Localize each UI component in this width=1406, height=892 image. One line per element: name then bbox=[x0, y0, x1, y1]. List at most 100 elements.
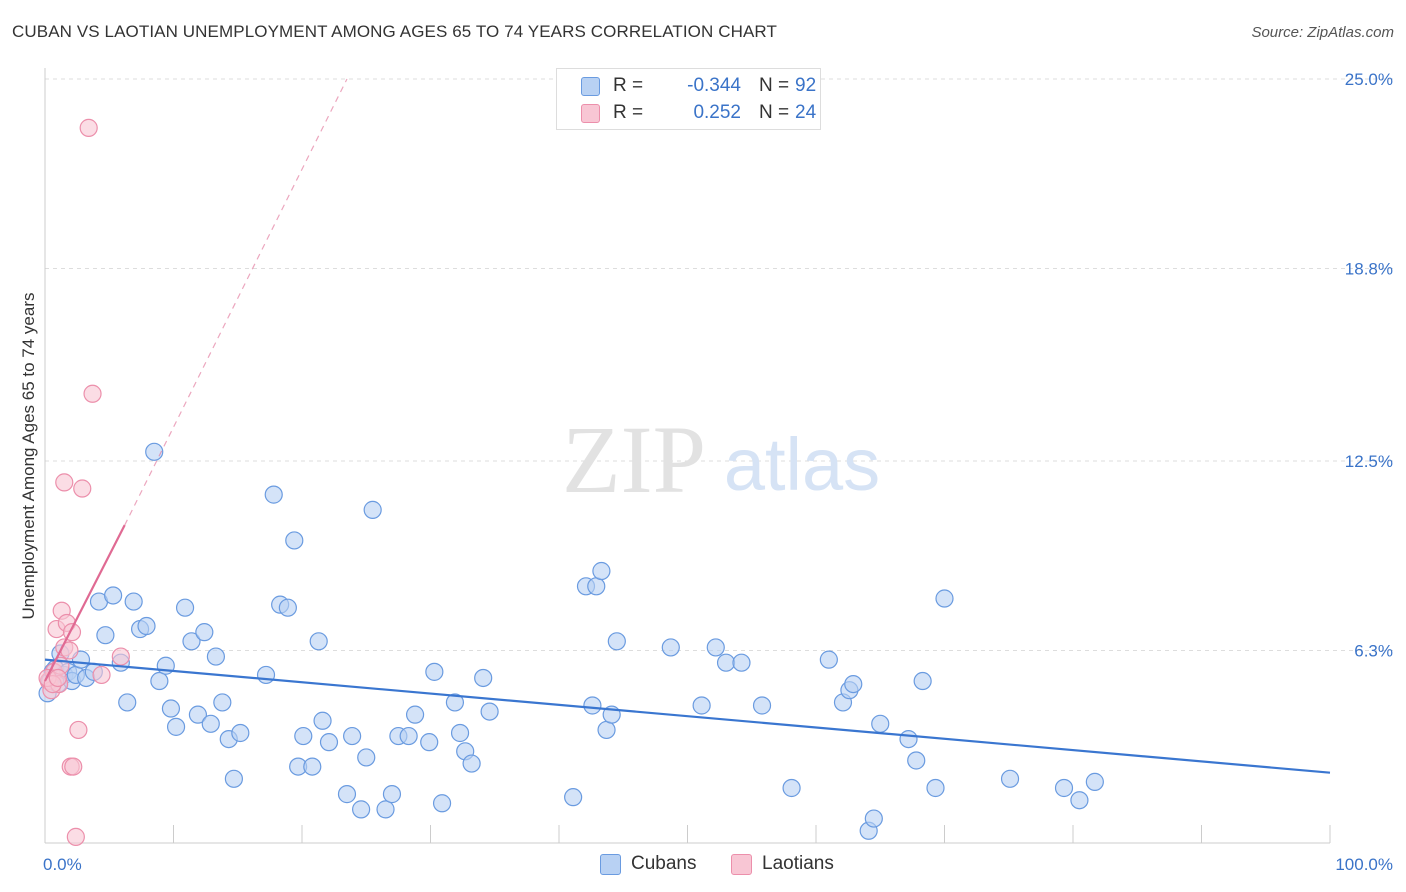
cubans-point-94 bbox=[1054, 778, 1074, 798]
cubans-point-27 bbox=[182, 632, 201, 651]
cubans-point-61 bbox=[450, 723, 470, 743]
cubans-point-59 bbox=[432, 794, 452, 813]
cubans-point-95 bbox=[1070, 791, 1089, 810]
cubans-point-37 bbox=[264, 485, 283, 504]
cubans-point-34 bbox=[224, 769, 243, 788]
cubans-point-73 bbox=[607, 632, 626, 651]
cubans-point-35 bbox=[231, 723, 250, 743]
laotians-n-value: 24 bbox=[795, 102, 817, 123]
laotians-point-13 bbox=[64, 757, 83, 776]
cubans-point-52 bbox=[376, 800, 395, 819]
cubans-point-46 bbox=[319, 733, 339, 752]
cubans-point-77 bbox=[716, 653, 736, 672]
cubans-point-30 bbox=[201, 714, 220, 733]
laotians-r-label: R = bbox=[613, 102, 644, 123]
cubans-point-75 bbox=[692, 696, 711, 715]
cubans-point-70 bbox=[592, 561, 611, 581]
cubans-point-26 bbox=[175, 598, 195, 617]
axes bbox=[44, 68, 1331, 844]
cubans-point-79 bbox=[752, 696, 772, 715]
correlation-legend: R = -0.344 N = 92 R = 0.252 N = 24 bbox=[556, 68, 821, 130]
x-tick-label-min: 0.0% bbox=[43, 855, 82, 874]
laotians-point-14 bbox=[66, 827, 85, 846]
cubans-point-86 bbox=[864, 809, 883, 828]
x-tick-label-max: 100.0% bbox=[1335, 855, 1393, 874]
cubans-point-22 bbox=[150, 671, 169, 691]
cubans-point-58 bbox=[425, 662, 444, 681]
laotians-point-15 bbox=[69, 720, 88, 740]
laotians-swatch bbox=[581, 104, 600, 123]
cubans-point-53 bbox=[382, 785, 402, 804]
watermark: ZIP atlas bbox=[562, 406, 880, 513]
cubans-point-20 bbox=[137, 616, 156, 636]
laotians-n-label: N = bbox=[759, 102, 790, 123]
cubans-point-18 bbox=[124, 592, 143, 611]
laotians-point-20 bbox=[111, 647, 130, 666]
y-tick-label-0: 6.3% bbox=[1354, 641, 1393, 660]
laotians-point-11 bbox=[55, 473, 74, 492]
trend-lines bbox=[44, 78, 1331, 774]
cubans-point-92 bbox=[935, 589, 954, 608]
laotians-point-19 bbox=[92, 665, 111, 685]
cubans-point-74 bbox=[661, 638, 680, 657]
laotians-point-23 bbox=[48, 668, 67, 688]
y-tick-label-2: 18.8% bbox=[1345, 259, 1393, 278]
laotians-legend-swatch bbox=[731, 854, 752, 875]
cubans-point-47 bbox=[337, 785, 357, 804]
cubans-point-51 bbox=[363, 500, 382, 519]
laotians-point-18 bbox=[83, 384, 102, 403]
cubans-point-89 bbox=[907, 751, 926, 770]
laotians-points bbox=[38, 118, 130, 846]
cubans-point-29 bbox=[195, 623, 214, 642]
cubans-point-21 bbox=[145, 442, 164, 461]
cubans-r-label: R = bbox=[613, 75, 644, 96]
cubans-point-93 bbox=[1000, 769, 1020, 788]
cubans-trend-line bbox=[44, 658, 1331, 774]
cubans-point-81 bbox=[819, 650, 838, 669]
cubans-point-66 bbox=[564, 788, 583, 807]
cubans-point-88 bbox=[899, 729, 918, 749]
cubans-point-96 bbox=[1085, 772, 1104, 791]
y-tick-label-3: 25.0% bbox=[1345, 70, 1393, 89]
cubans-point-56 bbox=[405, 705, 425, 724]
cubans-point-17 bbox=[118, 693, 137, 712]
y-tick-label-1: 12.5% bbox=[1345, 452, 1393, 471]
watermark-zip: ZIP bbox=[562, 406, 706, 513]
y-axis-label: Unemployment Among Ages 65 to 74 years bbox=[19, 292, 38, 620]
cubans-n-value: 92 bbox=[795, 75, 817, 96]
cubans-point-50 bbox=[357, 748, 376, 767]
cubans-point-25 bbox=[166, 717, 186, 736]
cubans-point-31 bbox=[206, 647, 226, 666]
laotians-trend-extension bbox=[124, 78, 348, 526]
cubans-point-60 bbox=[445, 693, 465, 712]
cubans-point-63 bbox=[462, 754, 481, 773]
cubans-point-48 bbox=[343, 726, 362, 746]
cubans-point-64 bbox=[474, 668, 493, 688]
cubans-point-39 bbox=[278, 598, 297, 617]
cubans-point-78 bbox=[732, 653, 751, 672]
cubans-swatch bbox=[581, 77, 600, 96]
cubans-point-44 bbox=[309, 632, 328, 651]
cubans-point-65 bbox=[480, 702, 499, 721]
laotians-trend-line bbox=[44, 524, 126, 682]
laotians-point-16 bbox=[73, 479, 92, 498]
laotians-legend-label: Laotians bbox=[762, 853, 834, 874]
cubans-legend-swatch bbox=[600, 854, 621, 875]
cubans-point-69 bbox=[587, 577, 606, 596]
cubans-point-32 bbox=[213, 693, 232, 712]
laotians-r-value: 0.252 bbox=[693, 102, 741, 123]
tick-labels: 6.3% 12.5% 18.8% 25.0% 0.0% 100.0% bbox=[43, 70, 1393, 874]
cubans-point-14 bbox=[96, 626, 115, 645]
cubans-point-87 bbox=[871, 714, 890, 733]
chart-title: CUBAN VS LAOTIAN UNEMPLOYMENT AMONG AGES… bbox=[12, 22, 777, 41]
cubans-r-value: -0.344 bbox=[687, 75, 741, 96]
cubans-point-91 bbox=[926, 778, 945, 798]
cubans-point-55 bbox=[399, 726, 418, 746]
cubans-point-68 bbox=[583, 696, 602, 715]
cubans-point-80 bbox=[782, 778, 801, 798]
cubans-point-57 bbox=[420, 733, 439, 752]
cubans-point-43 bbox=[303, 757, 322, 776]
cubans-point-49 bbox=[352, 800, 371, 819]
cubans-point-28 bbox=[188, 705, 208, 724]
